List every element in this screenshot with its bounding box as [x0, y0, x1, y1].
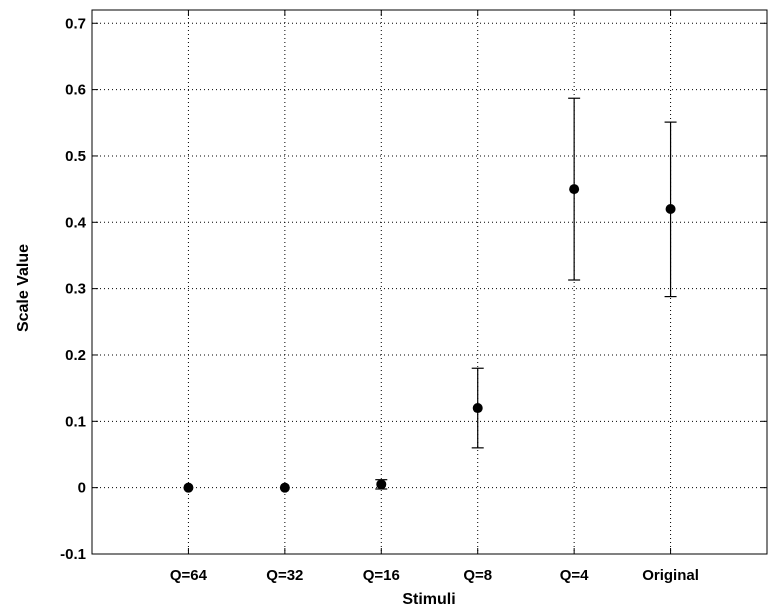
- data-point: [569, 184, 579, 194]
- y-tick-label: 0.4: [65, 214, 87, 231]
- x-tick-label: Q=32: [266, 567, 303, 584]
- y-axis-title: Scale Value: [15, 244, 32, 332]
- y-tick-label: -0.1: [60, 546, 86, 563]
- data-point: [183, 483, 193, 493]
- data-point: [280, 483, 290, 493]
- x-axis-title: Stimuli: [402, 591, 455, 608]
- x-tick-label: Original: [642, 567, 699, 584]
- y-tick-label: 0.5: [65, 148, 86, 165]
- y-tick-label: 0.2: [65, 347, 86, 364]
- y-tick-label: 0.6: [65, 82, 86, 99]
- y-tick-label: 0.3: [65, 281, 86, 298]
- data-point: [376, 479, 386, 489]
- data-point: [473, 403, 483, 413]
- y-tick-label: 0.7: [65, 15, 86, 32]
- x-tick-label: Q=4: [560, 567, 589, 584]
- y-tick-label: 0: [78, 480, 86, 497]
- x-tick-label: Q=64: [170, 567, 208, 584]
- plot-background: [92, 10, 767, 554]
- data-point: [666, 204, 676, 214]
- y-tick-label: 0.1: [65, 413, 86, 430]
- x-tick-label: Q=8: [463, 567, 492, 584]
- x-tick-label: Q=16: [363, 567, 400, 584]
